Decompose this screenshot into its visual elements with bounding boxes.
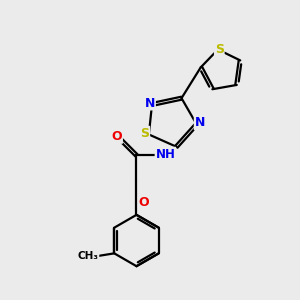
Text: O: O [112, 130, 122, 143]
Text: N: N [195, 116, 205, 130]
Text: CH₃: CH₃ [78, 250, 99, 260]
Text: O: O [139, 196, 149, 209]
Text: N: N [145, 97, 155, 110]
Text: NH: NH [155, 148, 175, 160]
Text: S: S [215, 43, 224, 56]
Text: S: S [140, 127, 149, 140]
